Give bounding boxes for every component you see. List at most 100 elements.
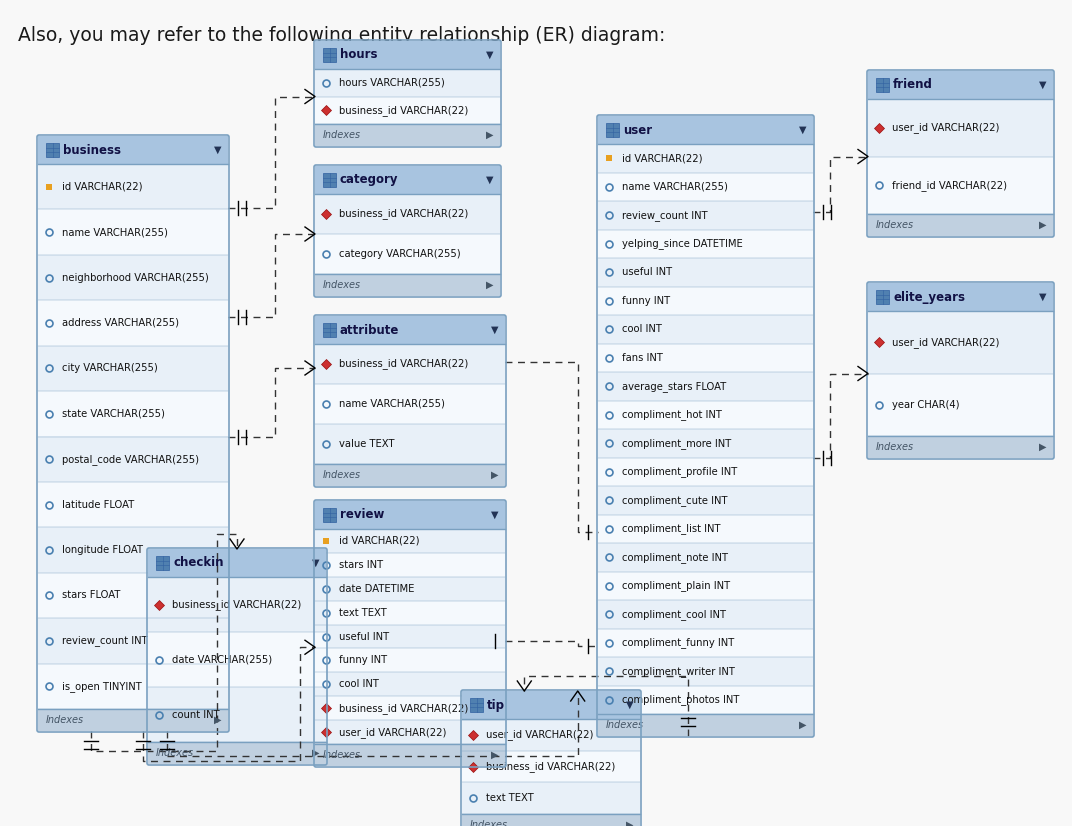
Text: ▼: ▼: [491, 325, 498, 335]
Text: cool INT: cool INT: [622, 325, 661, 335]
Bar: [38, 391, 228, 436]
Bar: [38, 136, 228, 164]
Text: Indexes: Indexes: [323, 280, 361, 290]
Text: is_open TINYINT: is_open TINYINT: [62, 681, 142, 691]
Text: review_count INT: review_count INT: [62, 635, 148, 646]
Bar: [315, 316, 505, 344]
Bar: [598, 287, 813, 315]
Bar: [868, 156, 1053, 214]
Bar: [462, 751, 640, 782]
Bar: [38, 210, 228, 255]
Text: compliment_plain INT: compliment_plain INT: [622, 581, 730, 591]
Bar: [598, 429, 813, 458]
Text: category VARCHAR(255): category VARCHAR(255): [339, 249, 461, 259]
Bar: [38, 164, 228, 210]
Bar: [876, 290, 889, 304]
Text: business: business: [63, 144, 121, 156]
Text: compliment_cute INT: compliment_cute INT: [622, 495, 728, 506]
Text: hours VARCHAR(255): hours VARCHAR(255): [339, 78, 445, 88]
Text: business_id VARCHAR(22): business_id VARCHAR(22): [486, 761, 615, 772]
Text: name VARCHAR(255): name VARCHAR(255): [62, 227, 168, 237]
Bar: [38, 572, 228, 618]
Text: business_id VARCHAR(22): business_id VARCHAR(22): [172, 599, 301, 610]
Text: ▼: ▼: [800, 125, 807, 135]
Bar: [598, 230, 813, 258]
Bar: [598, 144, 813, 173]
Bar: [598, 572, 813, 600]
Bar: [315, 194, 500, 234]
Bar: [315, 529, 505, 553]
Text: friend_id VARCHAR(22): friend_id VARCHAR(22): [892, 180, 1007, 191]
Text: Indexes: Indexes: [876, 442, 914, 452]
Bar: [598, 116, 813, 144]
Bar: [315, 384, 505, 424]
Text: yelping_since DATETIME: yelping_since DATETIME: [622, 238, 743, 249]
Text: id VARCHAR(22): id VARCHAR(22): [62, 182, 143, 192]
Bar: [38, 618, 228, 663]
Bar: [315, 553, 505, 577]
Bar: [323, 173, 336, 187]
Bar: [598, 344, 813, 372]
Bar: [598, 201, 813, 230]
Bar: [315, 464, 505, 486]
Bar: [38, 300, 228, 345]
Text: user_id VARCHAR(22): user_id VARCHAR(22): [892, 122, 999, 133]
Bar: [148, 742, 326, 764]
Text: stars INT: stars INT: [339, 560, 383, 570]
Bar: [598, 458, 813, 486]
Text: business_id VARCHAR(22): business_id VARCHAR(22): [339, 358, 468, 369]
Bar: [38, 527, 228, 572]
Bar: [598, 315, 813, 344]
Text: compliment_hot INT: compliment_hot INT: [622, 410, 721, 420]
Bar: [315, 97, 500, 124]
Text: id VARCHAR(22): id VARCHAR(22): [339, 536, 419, 546]
Text: neighborhood VARCHAR(255): neighborhood VARCHAR(255): [62, 273, 209, 282]
Bar: [38, 255, 228, 300]
Text: user: user: [623, 124, 652, 136]
Bar: [868, 214, 1053, 236]
Bar: [148, 549, 326, 577]
Text: ▼: ▼: [312, 558, 319, 568]
Bar: [606, 123, 619, 137]
Bar: [598, 486, 813, 515]
Text: cool INT: cool INT: [339, 679, 378, 689]
Text: Indexes: Indexes: [157, 748, 194, 758]
Text: user_id VARCHAR(22): user_id VARCHAR(22): [892, 337, 999, 348]
Text: attribute: attribute: [340, 324, 400, 336]
Text: date DATETIME: date DATETIME: [339, 584, 415, 594]
Text: Also, you may refer to the following entity relationship (ER) diagram:: Also, you may refer to the following ent…: [18, 26, 666, 45]
Bar: [598, 657, 813, 686]
Text: ▶: ▶: [491, 750, 498, 760]
Text: name VARCHAR(255): name VARCHAR(255): [339, 399, 445, 409]
Bar: [157, 556, 169, 570]
Bar: [323, 323, 336, 337]
Bar: [323, 48, 336, 62]
Text: ▶: ▶: [800, 720, 807, 730]
Text: hours: hours: [340, 49, 377, 61]
Text: id VARCHAR(22): id VARCHAR(22): [622, 154, 702, 164]
Text: ▶: ▶: [487, 130, 494, 140]
Text: state VARCHAR(255): state VARCHAR(255): [62, 409, 165, 419]
Text: ▶: ▶: [214, 715, 222, 725]
Bar: [46, 143, 59, 157]
Text: compliment_funny INT: compliment_funny INT: [622, 638, 734, 648]
Text: funny INT: funny INT: [339, 655, 387, 666]
Bar: [315, 501, 505, 529]
Bar: [315, 274, 500, 296]
Text: category: category: [340, 173, 399, 187]
Text: ▶: ▶: [312, 748, 319, 758]
Bar: [868, 99, 1053, 156]
Bar: [148, 632, 326, 687]
Text: ▶: ▶: [487, 280, 494, 290]
Text: useful INT: useful INT: [622, 268, 672, 278]
Bar: [148, 577, 326, 632]
Text: value TEXT: value TEXT: [339, 439, 394, 449]
Bar: [315, 166, 500, 194]
Bar: [868, 373, 1053, 436]
Bar: [598, 629, 813, 657]
Text: funny INT: funny INT: [622, 296, 670, 306]
Bar: [598, 401, 813, 429]
Bar: [315, 720, 505, 744]
Text: business_id VARCHAR(22): business_id VARCHAR(22): [339, 208, 468, 220]
Text: user_id VARCHAR(22): user_id VARCHAR(22): [339, 727, 446, 738]
